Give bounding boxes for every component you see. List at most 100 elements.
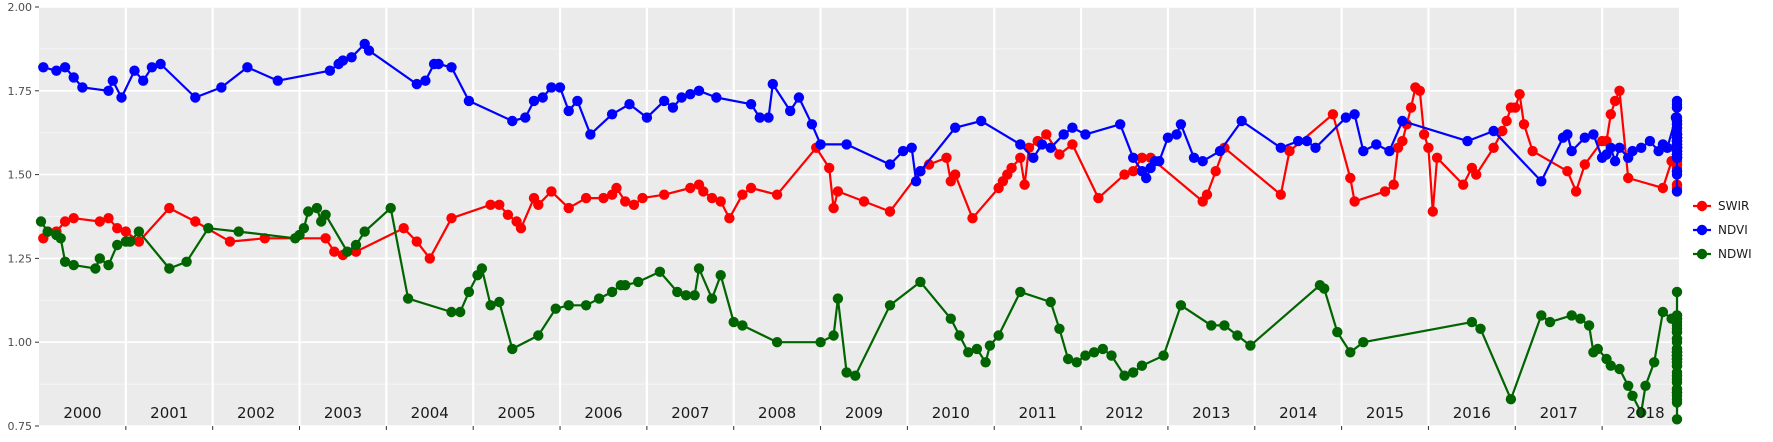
data-point-ndwi bbox=[1080, 350, 1091, 361]
data-point-swir bbox=[1414, 85, 1426, 97]
legend: SWIR NDVI NDWI bbox=[1693, 199, 1752, 261]
data-point-ndvi bbox=[1671, 186, 1683, 197]
data-point-swir bbox=[685, 182, 696, 194]
data-point-swir bbox=[112, 223, 123, 234]
year-label: 2003 bbox=[324, 404, 362, 422]
data-point-ndvi bbox=[528, 95, 540, 107]
data-point-ndwi bbox=[1119, 370, 1130, 381]
legend-item-ndvi: NDVI bbox=[1693, 223, 1748, 237]
data-point-swir bbox=[164, 202, 175, 214]
year-labels: 2000 2001 2002 2003 2004 2005 2006 2007 2008 2009… bbox=[63, 404, 1664, 422]
data-point-swir bbox=[598, 192, 609, 204]
data-point-ndwi bbox=[832, 293, 844, 304]
data-point-swir bbox=[1067, 139, 1078, 150]
data-point-ndwi bbox=[298, 223, 310, 234]
data-point-swir bbox=[1041, 129, 1052, 140]
series-ndwi bbox=[35, 202, 1683, 425]
data-point-ndwi bbox=[884, 300, 896, 311]
data-point-ndwi bbox=[1649, 357, 1660, 368]
data-point-swir bbox=[502, 209, 514, 220]
data-point-swir bbox=[1054, 149, 1065, 160]
data-point-ndvi bbox=[1566, 145, 1577, 157]
data-point-ndwi bbox=[1671, 286, 1683, 298]
data-point-swir bbox=[515, 223, 527, 234]
data-point-ndvi bbox=[1662, 142, 1673, 153]
data-point-ndwi bbox=[706, 293, 718, 304]
year-label: 2015 bbox=[1366, 404, 1404, 422]
data-point-ndwi bbox=[1636, 407, 1647, 418]
data-point-ndvi bbox=[1015, 139, 1026, 150]
data-point-ndvi bbox=[411, 78, 422, 90]
data-point-swir bbox=[1614, 85, 1625, 97]
data-point-ndwi bbox=[993, 330, 1004, 341]
data-point-ndwi bbox=[320, 209, 331, 220]
data-point-swir bbox=[320, 233, 331, 244]
data-point-ndvi bbox=[272, 75, 283, 86]
data-point-ndvi bbox=[463, 95, 475, 107]
data-point-swir bbox=[1136, 152, 1148, 163]
data-point-ndvi bbox=[1605, 142, 1617, 153]
year-label: 2014 bbox=[1279, 404, 1317, 422]
data-point-swir bbox=[1349, 196, 1360, 207]
data-point-ndvi bbox=[1462, 135, 1473, 147]
data-point-ndwi bbox=[1671, 370, 1683, 381]
data-point-ndwi bbox=[850, 370, 861, 381]
year-label: 2001 bbox=[150, 404, 188, 422]
data-point-ndwi bbox=[1128, 367, 1139, 378]
data-point-ndwi bbox=[680, 290, 692, 301]
data-point-ndwi bbox=[1088, 347, 1100, 358]
data-point-ndwi bbox=[728, 316, 739, 328]
data-point-ndwi bbox=[203, 223, 214, 234]
data-point-swir bbox=[1119, 169, 1130, 180]
data-point-ndwi bbox=[59, 256, 71, 267]
data-point-swir bbox=[533, 199, 544, 210]
series-ndvi bbox=[38, 38, 1683, 197]
data-point-swir bbox=[424, 253, 435, 264]
data-point-ndvi bbox=[1128, 152, 1139, 163]
data-point-ndwi bbox=[1623, 380, 1634, 391]
data-point-swir bbox=[1609, 95, 1621, 107]
data-point-ndwi bbox=[507, 343, 518, 355]
data-point-ndwi bbox=[350, 239, 362, 251]
data-point-ndvi bbox=[446, 62, 457, 73]
data-point-ndwi bbox=[1657, 306, 1669, 318]
data-point-ndwi bbox=[94, 253, 106, 264]
data-point-ndvi bbox=[806, 119, 818, 130]
data-point-ndwi bbox=[1505, 394, 1517, 405]
y-tick-label: 1.50 bbox=[8, 169, 33, 182]
data-point-ndwi bbox=[1136, 360, 1148, 371]
data-point-ndvi bbox=[1162, 132, 1174, 143]
data-point-swir bbox=[1019, 179, 1030, 190]
data-point-ndvi bbox=[1627, 145, 1638, 157]
data-point-ndwi bbox=[580, 300, 592, 311]
data-point-ndvi bbox=[51, 65, 62, 76]
data-point-ndvi bbox=[1371, 139, 1382, 150]
data-point-ndvi bbox=[676, 92, 687, 103]
data-point-ndvi bbox=[1671, 129, 1683, 140]
legend-key-point bbox=[1696, 248, 1708, 260]
data-point-ndvi bbox=[1671, 149, 1683, 160]
data-point-ndvi bbox=[1579, 132, 1591, 143]
data-point-ndvi bbox=[1171, 129, 1182, 140]
year-label: 2005 bbox=[498, 404, 536, 422]
data-point-swir bbox=[1397, 135, 1408, 147]
data-point-swir bbox=[224, 236, 236, 247]
data-point-swir bbox=[1427, 206, 1439, 217]
data-point-swir bbox=[1458, 179, 1469, 190]
data-point-ndvi bbox=[1045, 142, 1056, 153]
data-point-ndwi bbox=[311, 202, 323, 214]
data-point-ndwi bbox=[1319, 283, 1330, 294]
data-point-swir bbox=[941, 152, 952, 163]
data-point-ndwi bbox=[1566, 310, 1577, 321]
data-point-swir bbox=[546, 186, 557, 197]
data-point-swir bbox=[1579, 159, 1591, 170]
data-point-ndwi bbox=[1045, 296, 1056, 308]
data-point-swir bbox=[745, 182, 757, 194]
data-point-ndwi bbox=[693, 263, 705, 274]
data-point-ndvi bbox=[1067, 122, 1078, 133]
data-point-ndwi bbox=[1671, 397, 1683, 408]
data-point-swir bbox=[1345, 172, 1356, 184]
data-point-ndwi bbox=[1332, 326, 1343, 338]
data-point-swir bbox=[1657, 182, 1669, 194]
data-point-ndwi bbox=[385, 202, 396, 214]
